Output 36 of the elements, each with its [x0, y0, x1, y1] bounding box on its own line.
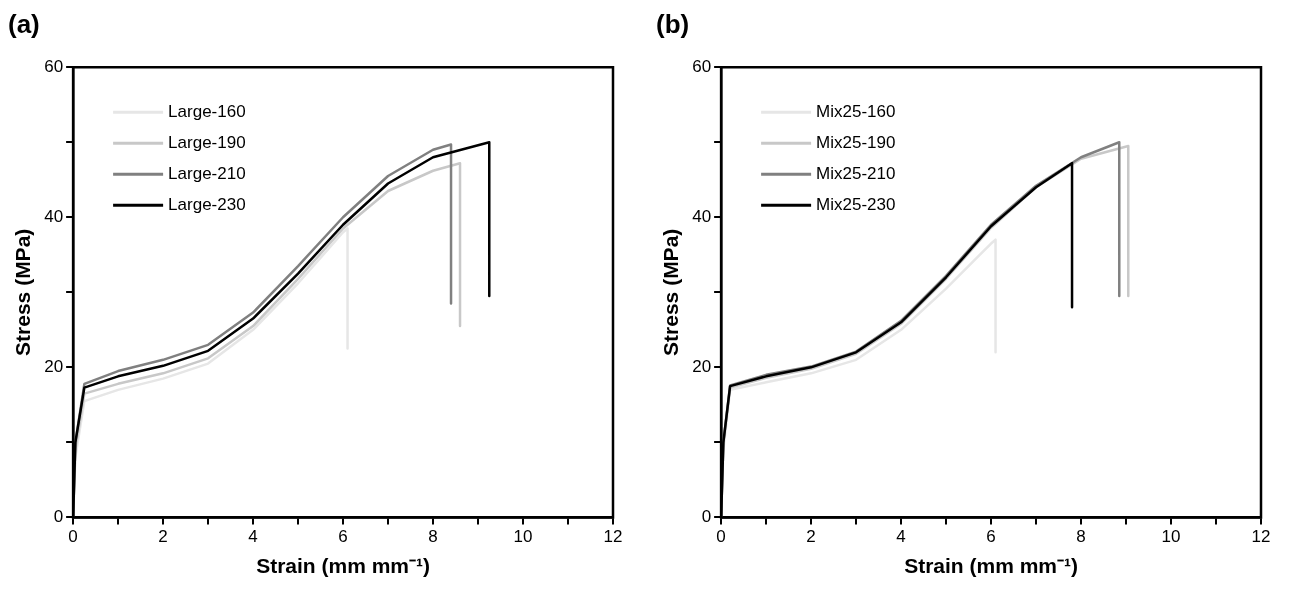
x-tick-label: 10 [513, 527, 533, 547]
y-tick-label: 40 [692, 206, 712, 226]
x-tick-label: 6 [338, 527, 348, 547]
legend-label: Large-230 [168, 194, 246, 214]
x-axis-title: Strain (mm mm⁻¹) [256, 554, 430, 578]
y-tick-label: 20 [692, 357, 712, 377]
chart-title: (b) [656, 8, 690, 39]
legend-label: Large-210 [168, 163, 246, 183]
y-axis-title: Stress (MPa) [11, 228, 35, 356]
y-tick-label: 60 [44, 56, 64, 76]
legend-label: Mix25-210 [816, 163, 896, 183]
x-tick-label: 4 [248, 527, 258, 547]
x-tick-label: 0 [716, 527, 726, 547]
legend-label: Mix25-190 [816, 132, 896, 152]
y-tick-label: 60 [692, 56, 712, 76]
legend-label: Large-190 [168, 132, 246, 152]
legend-label: Mix25-230 [816, 194, 896, 214]
x-tick-label: 10 [1161, 527, 1181, 547]
y-tick-label: 40 [44, 206, 64, 226]
x-tick-label: 4 [896, 527, 906, 547]
y-axis-title: Stress (MPa) [659, 228, 683, 356]
legend-label: Large-160 [168, 101, 246, 121]
x-tick-label: 0 [68, 527, 78, 547]
y-tick-label: 0 [701, 507, 712, 527]
y-tick-label: 0 [53, 507, 64, 527]
x-tick-label: 12 [1251, 527, 1271, 547]
chart-title: (a) [8, 8, 40, 39]
y-tick-label: 20 [44, 357, 64, 377]
x-tick-label: 12 [603, 527, 623, 547]
x-tick-label: 8 [428, 527, 438, 547]
x-tick-label: 8 [1076, 527, 1086, 547]
x-axis-title: Strain (mm mm⁻¹) [904, 554, 1078, 578]
x-tick-label: 6 [986, 527, 996, 547]
legend-label: Mix25-160 [816, 101, 896, 121]
x-tick-label: 2 [158, 527, 168, 547]
x-tick-label: 2 [806, 527, 816, 547]
